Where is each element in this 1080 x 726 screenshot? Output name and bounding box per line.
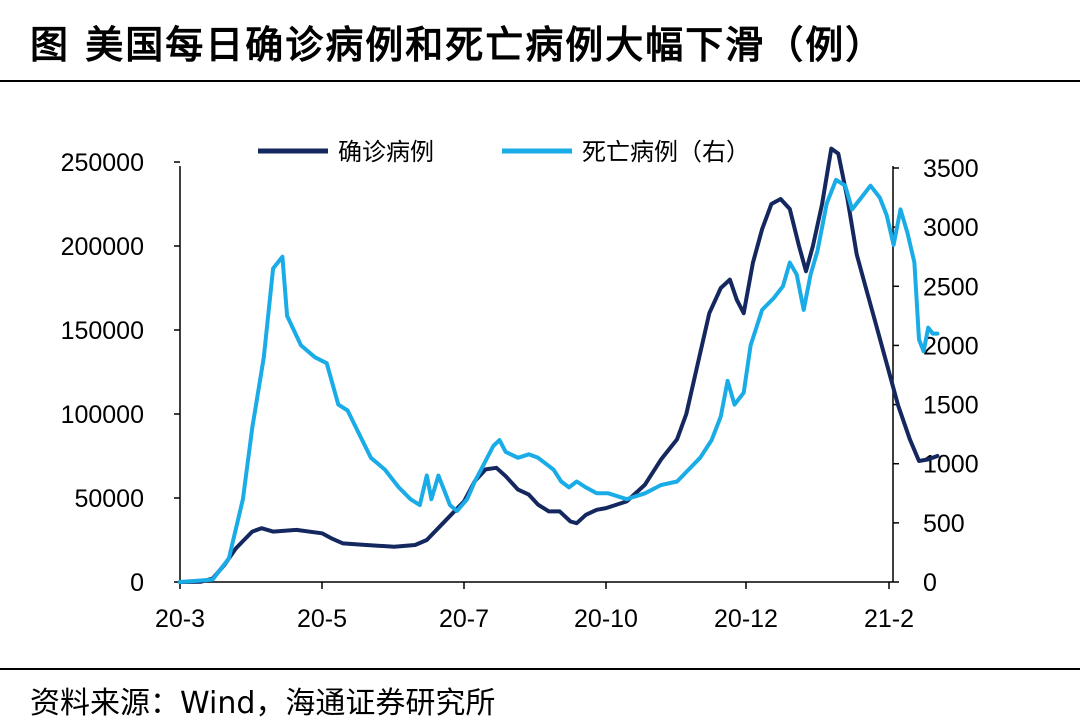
y-left-tick-label: 0 — [130, 569, 144, 597]
x-tick-label: 20-12 — [714, 605, 778, 633]
y-right-tick-label: 2000 — [923, 332, 979, 360]
legend-label-deaths: 死亡病例（右） — [582, 139, 750, 166]
y-right-tick-label: 0 — [923, 569, 937, 597]
source-note: 资料来源：Wind，海通证券研究所 — [30, 686, 496, 721]
x-tick-label: 20-5 — [297, 605, 347, 633]
x-tick-label: 20-10 — [574, 605, 638, 633]
series-line-confirmed — [178, 146, 940, 584]
series-line-deaths — [178, 177, 940, 584]
y-right-tick-label: 3500 — [923, 155, 979, 183]
y-right-tick-label: 2500 — [923, 273, 979, 301]
y-left-tick-label: 50000 — [74, 485, 144, 513]
y-left-tick-label: 100000 — [61, 401, 144, 429]
y-left-tick-label: 200000 — [61, 233, 144, 261]
footer-bar: 资料来源：Wind，海通证券研究所 — [0, 668, 1080, 726]
legend-label-confirmed: 确诊病例 — [338, 139, 434, 166]
chart-title: 图 美国每日确诊病例和死亡病例大幅下滑（例） — [30, 22, 886, 67]
x-tick-label: 21-2 — [864, 605, 914, 633]
title-bar: 图 美国每日确诊病例和死亡病例大幅下滑（例） — [0, 0, 1080, 82]
chart-area: 0 50000 100000 150000 200000 250000 0 500 1000 15… — [0, 82, 1080, 668]
line-chart: 0 50000 100000 150000 200000 250000 0 500 1000 15… — [61, 139, 979, 633]
x-tick-label: 20-7 — [439, 605, 489, 633]
x-tick-label: 20-3 — [155, 605, 205, 633]
y-left-tick-label: 150000 — [61, 317, 144, 345]
y-right-tick-label: 3000 — [923, 214, 979, 242]
y-right-tick-label: 1500 — [923, 392, 979, 420]
y-right-tick-label: 1000 — [923, 451, 979, 479]
y-left-tick-label: 250000 — [61, 149, 144, 177]
y-right-tick-label: 500 — [923, 510, 965, 538]
